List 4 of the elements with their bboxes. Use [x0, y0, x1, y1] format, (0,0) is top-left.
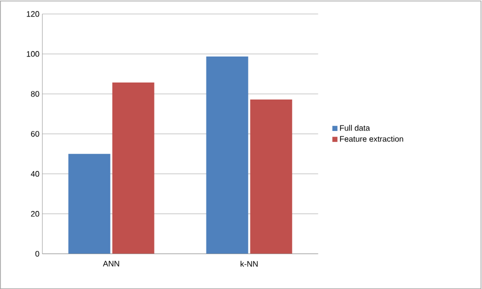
bar	[206, 56, 248, 254]
bar	[112, 82, 154, 254]
bar	[68, 154, 110, 254]
bar	[250, 99, 292, 254]
